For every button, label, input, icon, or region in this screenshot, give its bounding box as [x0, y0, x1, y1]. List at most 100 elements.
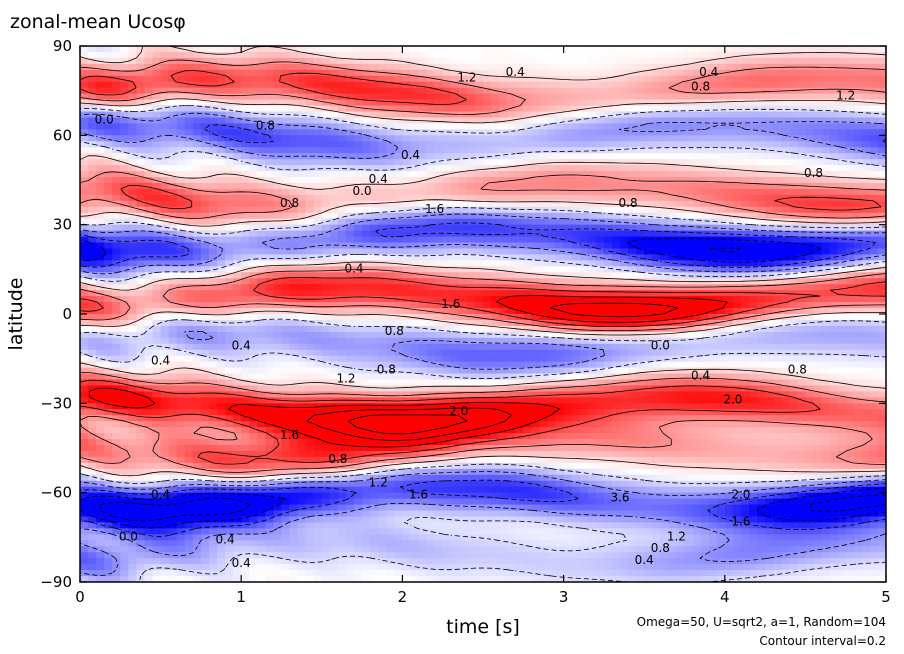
field-cell	[136, 135, 146, 142]
field-cell	[450, 284, 460, 291]
field-cell	[418, 63, 428, 71]
field-cell	[716, 171, 726, 178]
field-cell	[321, 159, 331, 166]
field-cell	[378, 141, 387, 148]
field-cell	[587, 314, 597, 321]
field-cell	[587, 165, 597, 172]
field-cell	[724, 177, 734, 184]
field-cell	[748, 254, 758, 261]
field-cell	[676, 218, 686, 226]
field-cell	[450, 51, 460, 59]
field-cell	[684, 230, 694, 238]
field-cell	[345, 111, 355, 119]
field-cell	[112, 260, 121, 267]
field-cell	[781, 153, 790, 160]
field-cell	[88, 93, 97, 101]
field-cell	[434, 319, 444, 327]
field-cell	[603, 99, 613, 107]
field-cell	[297, 123, 307, 130]
field-cell	[748, 129, 758, 136]
field-cell	[321, 200, 331, 208]
field-cell	[362, 165, 371, 172]
field-cell	[829, 171, 839, 178]
field-cell	[708, 266, 718, 273]
field-cell	[184, 314, 194, 321]
field-cell	[378, 188, 387, 196]
field-cell	[152, 135, 162, 142]
field-cell	[265, 177, 275, 184]
field-cell	[112, 87, 121, 95]
field-cell	[732, 284, 742, 291]
field-cell	[748, 224, 758, 232]
field-cell	[289, 99, 299, 107]
field-cell	[321, 224, 331, 232]
field-cell	[112, 242, 121, 250]
field-cell	[483, 218, 492, 226]
field-cell	[531, 99, 541, 107]
field-cell	[620, 117, 629, 125]
field-cell	[813, 87, 823, 95]
field-cell	[120, 308, 129, 315]
field-cell	[265, 236, 275, 244]
field-cell	[644, 129, 653, 136]
field-cell	[628, 224, 637, 232]
field-cell	[442, 159, 452, 166]
field-cell	[128, 105, 138, 113]
field-cell	[757, 159, 766, 166]
field-cell	[88, 123, 97, 130]
field-cell	[112, 188, 121, 196]
field-cell	[724, 325, 734, 333]
field-cell	[442, 331, 452, 339]
field-cell	[208, 224, 218, 232]
field-cell	[200, 182, 210, 190]
field-cell	[168, 153, 178, 160]
field-cell	[152, 272, 162, 279]
field-cell	[716, 296, 726, 303]
field-cell	[523, 314, 532, 321]
field-cell	[491, 182, 500, 190]
field-cell	[128, 123, 138, 130]
field-cell	[88, 331, 97, 339]
field-cell	[208, 331, 218, 339]
field-cell	[869, 51, 879, 59]
field-cell	[297, 331, 307, 339]
field-cell	[531, 290, 541, 297]
field-cell	[652, 141, 661, 148]
field-cell	[265, 147, 275, 154]
field-cell	[313, 331, 323, 339]
field-cell	[217, 135, 226, 142]
field-cell	[644, 87, 653, 95]
field-cell	[877, 165, 886, 172]
field-cell	[603, 117, 613, 125]
field-cell	[128, 236, 138, 244]
field-cell	[450, 159, 460, 166]
field-cell	[128, 319, 138, 327]
field-cell	[491, 314, 500, 321]
field-cell	[483, 177, 492, 184]
field-cell	[354, 212, 363, 220]
field-cell	[176, 325, 186, 333]
field-cell	[313, 159, 323, 166]
field-cell	[96, 188, 105, 196]
field-cell	[104, 99, 113, 107]
field-cell	[160, 159, 170, 166]
field-cell	[241, 212, 250, 220]
field-cell	[313, 254, 323, 261]
field-cell	[410, 105, 420, 113]
field-cell	[773, 218, 782, 226]
field-cell	[418, 123, 428, 130]
field-cell	[168, 260, 178, 267]
field-cell	[563, 46, 573, 53]
field-cell	[120, 141, 129, 148]
field-cell	[740, 75, 750, 83]
field-cell	[708, 46, 718, 53]
field-cell	[611, 302, 621, 309]
field-cell	[321, 57, 331, 65]
field-cell	[531, 200, 541, 208]
field-cell	[869, 236, 879, 244]
field-cell	[354, 290, 363, 297]
field-cell	[620, 224, 629, 232]
field-cell	[676, 165, 686, 172]
field-cell	[305, 242, 315, 250]
field-cell	[313, 212, 323, 220]
